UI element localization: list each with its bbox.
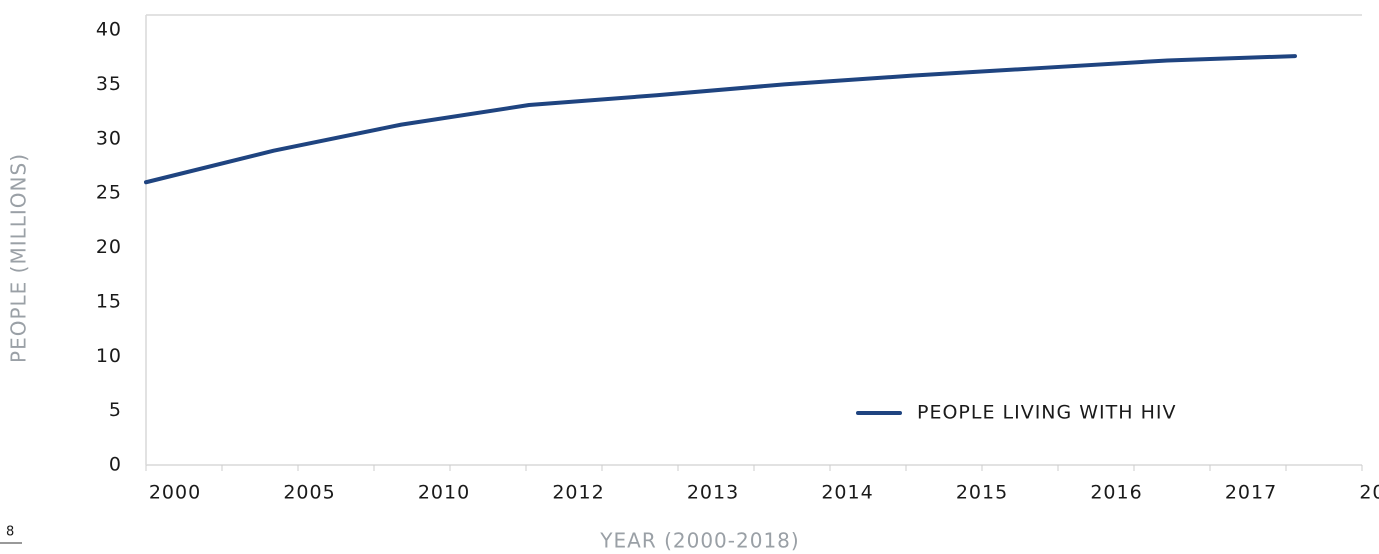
x-tick-label: 2010 [418, 482, 470, 504]
legend-label: PEOPLE LIVING WITH HIV [917, 402, 1176, 424]
x-tick-label: 2018 [1359, 482, 1379, 504]
x-axis-title: YEAR (2000-2018) [599, 529, 799, 553]
y-tick-label: 35 [96, 73, 122, 95]
page-number: 8 [6, 525, 15, 540]
x-tick-label: 2000 [149, 482, 201, 504]
y-tick-label: 25 [96, 182, 122, 204]
y-tick-label: 20 [96, 236, 122, 258]
x-tick-label: 2014 [821, 482, 873, 504]
y-axis-title: PEOPLE (MILLIONS) [7, 153, 31, 363]
x-tick-label: 2016 [1090, 482, 1142, 504]
y-tick-label: 30 [96, 127, 122, 149]
y-tick-label: 10 [96, 345, 122, 367]
x-tick-label: 2017 [1225, 482, 1277, 504]
x-tick-label: 2005 [283, 482, 335, 504]
x-tick-label: 2012 [552, 482, 604, 504]
y-tick-label: 0 [109, 454, 122, 476]
y-tick-label: 5 [109, 399, 122, 421]
y-tick-label: 15 [96, 290, 122, 312]
x-tick-label: 2013 [687, 482, 739, 504]
x-tick-label: 2015 [956, 482, 1008, 504]
data-line [144, 54, 1297, 185]
y-tick-label: 40 [96, 19, 122, 41]
